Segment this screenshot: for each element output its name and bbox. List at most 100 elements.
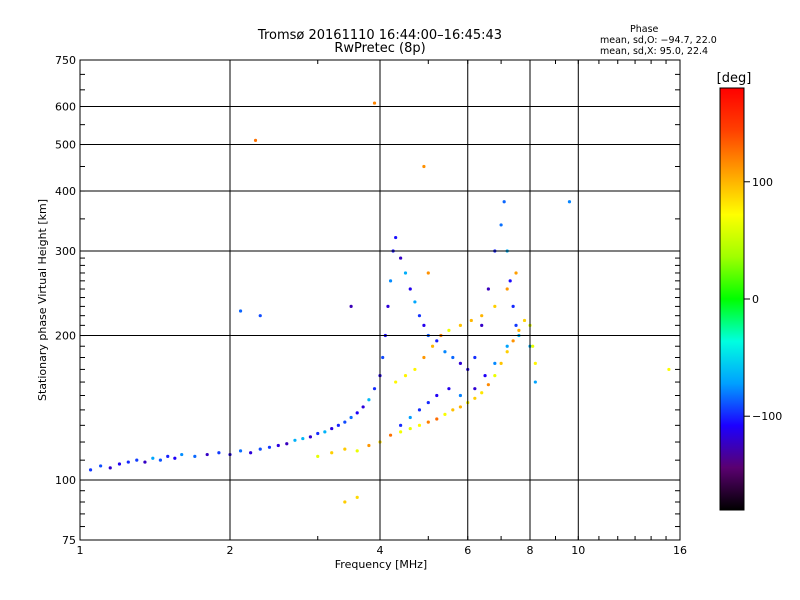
data-point: [435, 393, 439, 398]
y-tick-label: 100: [55, 474, 76, 487]
colorbar-tick-label: −100: [752, 410, 782, 423]
data-point: [531, 344, 535, 348]
data-point: [499, 361, 503, 365]
colorbar-gradient: [719, 87, 745, 511]
x-tick-label: 1: [77, 544, 84, 557]
data-point: [567, 200, 572, 204]
data-point: [505, 350, 509, 354]
data-point: [238, 449, 243, 453]
data-point: [469, 318, 473, 323]
data-point: [667, 367, 671, 372]
data-point: [426, 271, 430, 275]
colorbar-label: [deg]: [717, 71, 752, 86]
data-point: [486, 383, 490, 387]
data-point: [330, 426, 334, 431]
data-point: [343, 447, 347, 451]
data-point: [205, 452, 209, 457]
data-point: [522, 318, 527, 323]
data-point: [343, 500, 347, 504]
data-point: [330, 451, 334, 455]
data-point: [399, 256, 403, 260]
y-tick-label: 200: [55, 330, 76, 343]
data-point: [258, 447, 262, 451]
data-point: [180, 452, 184, 457]
data-point: [458, 323, 463, 327]
data-point: [173, 456, 177, 460]
data-point: [426, 400, 430, 405]
data-point: [473, 396, 477, 400]
data-point: [367, 398, 371, 402]
colorbar-tick-label: 100: [752, 176, 773, 189]
data-point: [493, 304, 497, 309]
data-point: [422, 355, 426, 360]
data-point: [435, 339, 439, 343]
data-point: [443, 412, 447, 417]
colorbar-tick-label: 0: [752, 293, 759, 306]
data-point: [372, 101, 377, 105]
data-point: [417, 408, 422, 412]
phase-stats-heading: Phase: [630, 24, 659, 35]
data-point: [166, 454, 170, 459]
y-tick-label: 500: [55, 139, 76, 152]
data-point: [493, 361, 497, 365]
data-point: [408, 287, 412, 291]
data-point: [451, 355, 455, 360]
data-point: [443, 350, 447, 354]
data-point: [388, 279, 393, 283]
x-axis-label: Frequency [MHz]: [335, 558, 427, 571]
data-point: [293, 438, 297, 442]
data-point: [473, 387, 477, 391]
data-point: [343, 420, 347, 424]
data-point: [193, 454, 197, 459]
data-point: [480, 391, 484, 395]
phase-colorbar: [deg] 100 0 −100: [717, 71, 782, 511]
data-point: [505, 344, 509, 348]
data-point: [135, 458, 139, 462]
y-tick-label: 75: [62, 534, 76, 547]
data-point: [483, 374, 487, 378]
data-point: [417, 314, 422, 318]
data-point: [217, 451, 221, 455]
data-point: [151, 456, 155, 460]
data-point: [258, 314, 262, 318]
data-point: [480, 314, 484, 318]
data-point: [399, 430, 403, 434]
y-tick-label: 600: [55, 101, 76, 114]
data-point: [486, 287, 490, 291]
axes: 1 2 4 6 8 10 16 75 100 200 300 400 500 600 750: [55, 54, 687, 557]
data-point: [355, 495, 359, 500]
data-point: [276, 443, 280, 448]
data-point: [426, 420, 430, 424]
data-point: [422, 164, 426, 169]
data-point: [394, 380, 398, 384]
data-point: [403, 271, 408, 275]
data-point: [323, 430, 327, 434]
data-point: [108, 466, 112, 470]
x-tick-label: 16: [673, 544, 687, 557]
data-point: [399, 423, 403, 427]
data-point: [308, 435, 313, 439]
data-point: [394, 235, 398, 240]
data-point: [158, 458, 163, 462]
data-point: [480, 323, 484, 327]
data-point: [381, 355, 385, 360]
data-point: [388, 433, 393, 437]
y-tick-label: 750: [55, 54, 76, 67]
data-point: [316, 454, 320, 459]
x-tick-label: 4: [377, 544, 384, 557]
data-point: [508, 279, 512, 283]
data-point: [316, 431, 320, 436]
chart-title: Tromsø 20161110 16:44:00–16:45:43: [257, 28, 503, 43]
data-point: [367, 443, 371, 448]
data-point: [505, 287, 509, 291]
phase-stats-x-mode: mean, sd,X: 95.0, 22.4: [600, 46, 709, 57]
data-point: [458, 405, 463, 409]
data-point: [403, 374, 408, 378]
data-point: [355, 411, 359, 415]
y-tick-label: 300: [55, 245, 76, 258]
data-point: [514, 323, 518, 327]
data-point: [386, 304, 390, 309]
data-point: [451, 408, 455, 412]
data-point: [238, 309, 243, 313]
